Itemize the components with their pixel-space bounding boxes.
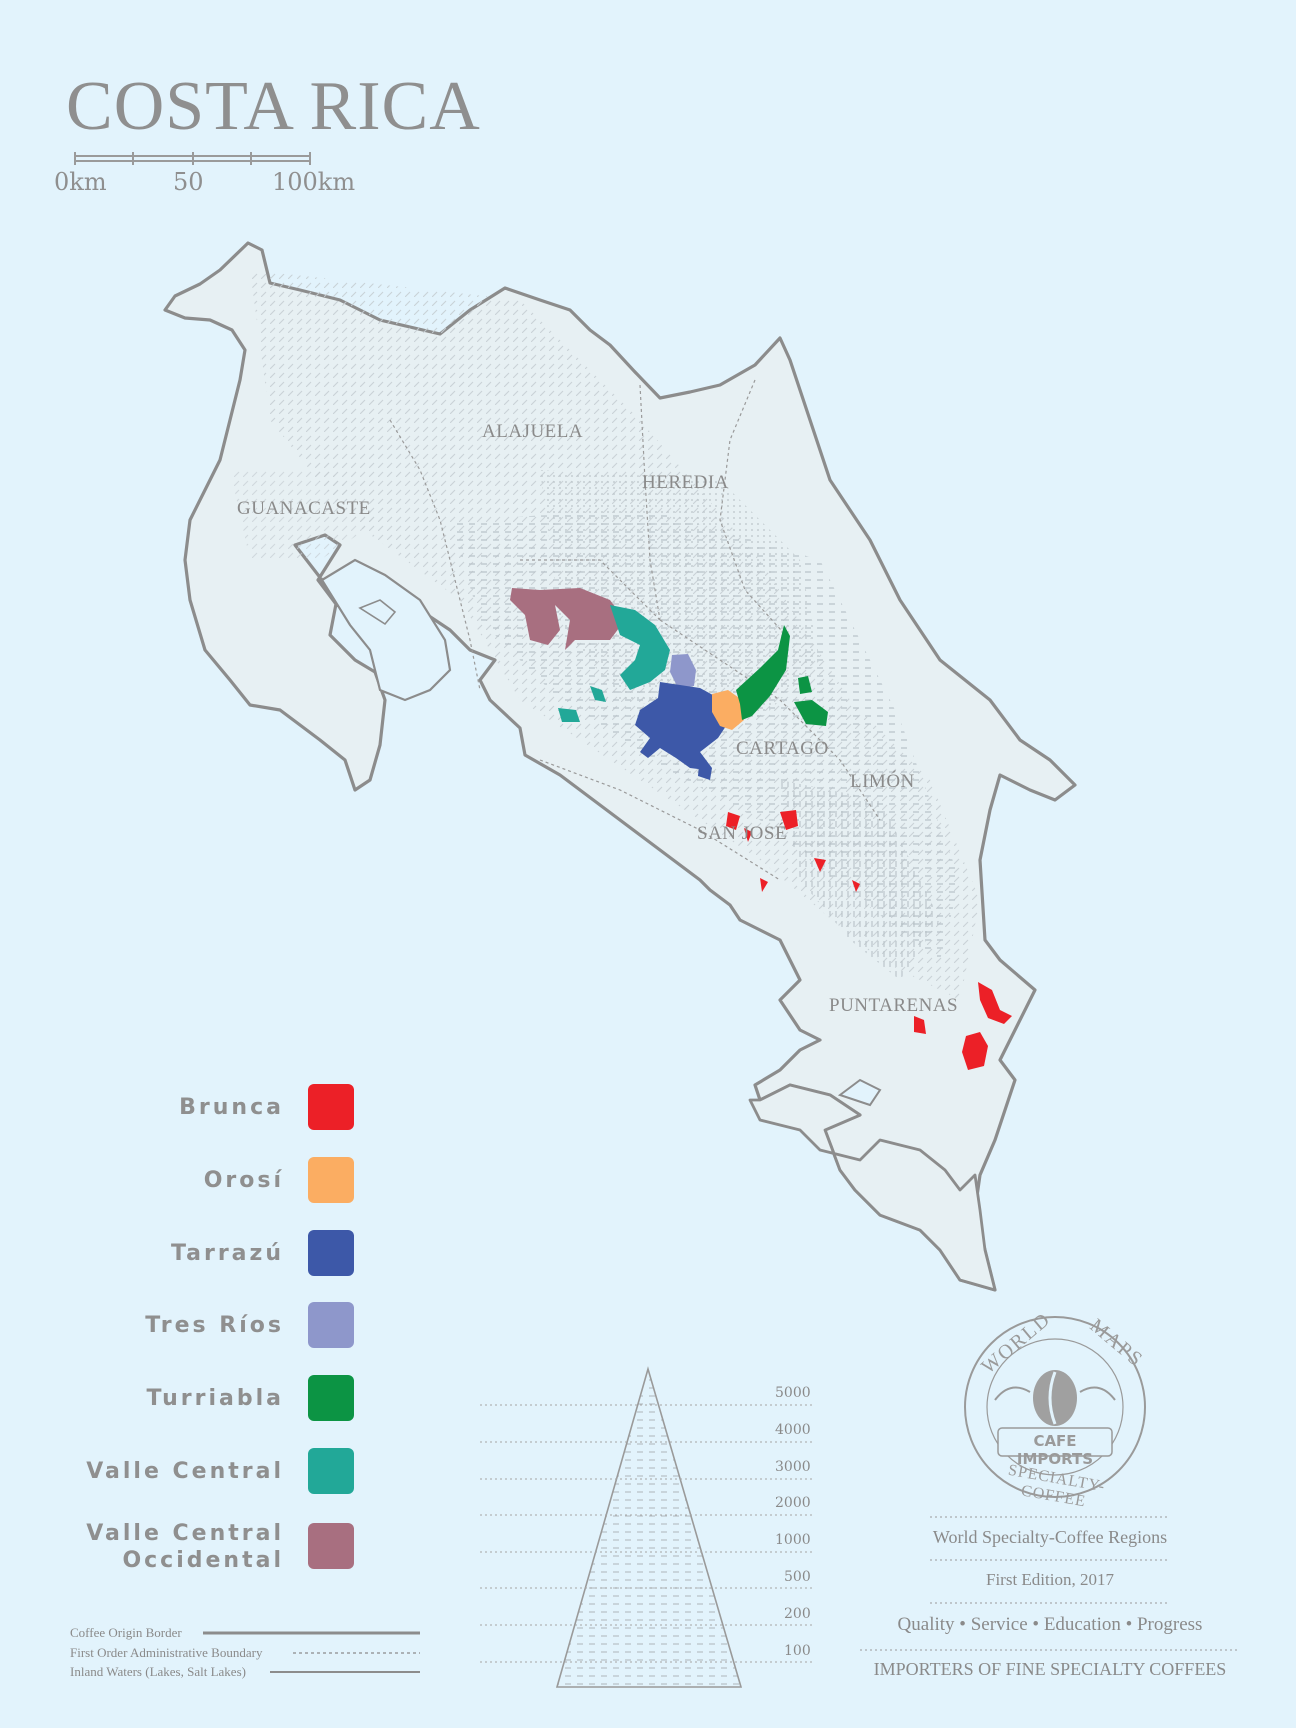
region-valle-central — [610, 605, 670, 690]
legend-item-tarrazu: Tarrazú — [60, 1228, 360, 1278]
legend-swatch-brunca — [308, 1084, 354, 1130]
region-tarrazu — [635, 682, 730, 770]
elevation-label: 1000 — [775, 1532, 811, 1548]
region-valle-central-occidental — [510, 588, 625, 650]
province-label-heredia: HEREDIA — [642, 472, 729, 493]
legend-item-turriabla: Turriabla — [60, 1373, 360, 1423]
legend-item-brunca: Brunca — [60, 1082, 360, 1132]
info-motto: Quality • Service • Education • Progress — [897, 1614, 1203, 1635]
legend-swatch-tres-rios — [308, 1302, 354, 1348]
region-orosi — [712, 690, 744, 730]
elevation-label: 500 — [784, 1569, 811, 1585]
legend-swatch-orosi — [308, 1157, 354, 1203]
legend-item-valle-central: Valle Central — [60, 1446, 360, 1496]
legend-label: Tarrazú — [170, 1240, 284, 1266]
elevation-label: 2000 — [775, 1495, 811, 1511]
line-key-lines — [203, 1631, 420, 1673]
key-inland-waters: Inland Waters (Lakes, Salt Lakes) — [70, 1664, 246, 1679]
province-label-limon: LIMÓN — [850, 771, 915, 792]
key-admin-boundary: First Order Administrative Boundary — [70, 1645, 263, 1660]
province-label-san-jose: SAN JOSÉ — [697, 823, 788, 844]
legend-label: Tres Ríos — [145, 1312, 284, 1338]
legend-swatch-valle-central-occidental — [308, 1523, 354, 1569]
province-label-puntarenas: PUNTARENAS — [829, 995, 959, 1016]
province-boundaries — [389, 379, 881, 881]
legend-label: Brunca — [179, 1094, 284, 1120]
info-edition: First Edition, 2017 — [986, 1570, 1114, 1589]
osa-peninsula — [748, 1083, 997, 1292]
region-turriabla — [736, 625, 790, 720]
legend-label: Turriabla — [146, 1385, 284, 1411]
legend-item-tres-rios: Tres Ríos — [60, 1300, 360, 1350]
info-tagline: IMPORTERS OF FINE SPECIALTY COFFEES — [873, 1659, 1227, 1679]
elevation-label: 3000 — [775, 1459, 811, 1475]
legend-item-valle-central-occidental: Valle Central Occidental — [60, 1519, 360, 1575]
legend-swatch-valle-central — [308, 1448, 354, 1494]
legend-label: Valle Central — [86, 1458, 284, 1484]
info-series: World Specialty-Coffee Regions — [932, 1527, 1168, 1547]
info-rules — [860, 1516, 1240, 1651]
region-brunca — [726, 810, 1012, 1070]
province-label-cartago: CARTAGO — [736, 738, 829, 759]
legend-swatch-turriabla — [308, 1375, 354, 1421]
key-coffee-origin-border: Coffee Origin Border — [70, 1625, 182, 1640]
scale-label-50: 50 — [173, 168, 204, 196]
province-label-guanacaste: GUANACASTE — [237, 498, 371, 519]
legend-label: Orosí — [203, 1167, 284, 1193]
region-tres-rios — [670, 654, 696, 688]
coffee-regions — [510, 588, 1012, 1070]
seal-text-cafe-imports: CAFE IMPORTS — [1016, 1432, 1094, 1468]
scale-label-100: 100km — [272, 168, 356, 196]
elevation-label: 4000 — [775, 1422, 811, 1438]
elevation-cone — [480, 1366, 812, 1688]
scale-label-0: 0km — [54, 168, 107, 196]
scale-bar — [74, 152, 311, 165]
elevation-label: 100 — [784, 1643, 811, 1659]
legend-swatch-tarrazu — [308, 1230, 354, 1276]
elevation-label: 5000 — [775, 1385, 811, 1401]
legend-item-orosi: Orosí — [60, 1155, 360, 1205]
province-label-alajuela: ALAJUELA — [482, 421, 584, 442]
map-title: COSTA RICA — [66, 68, 481, 145]
elevation-label: 200 — [784, 1606, 811, 1622]
cafe-imports-seal — [964, 1316, 1146, 1498]
legend-label: Valle Central Occidental — [86, 1521, 284, 1573]
